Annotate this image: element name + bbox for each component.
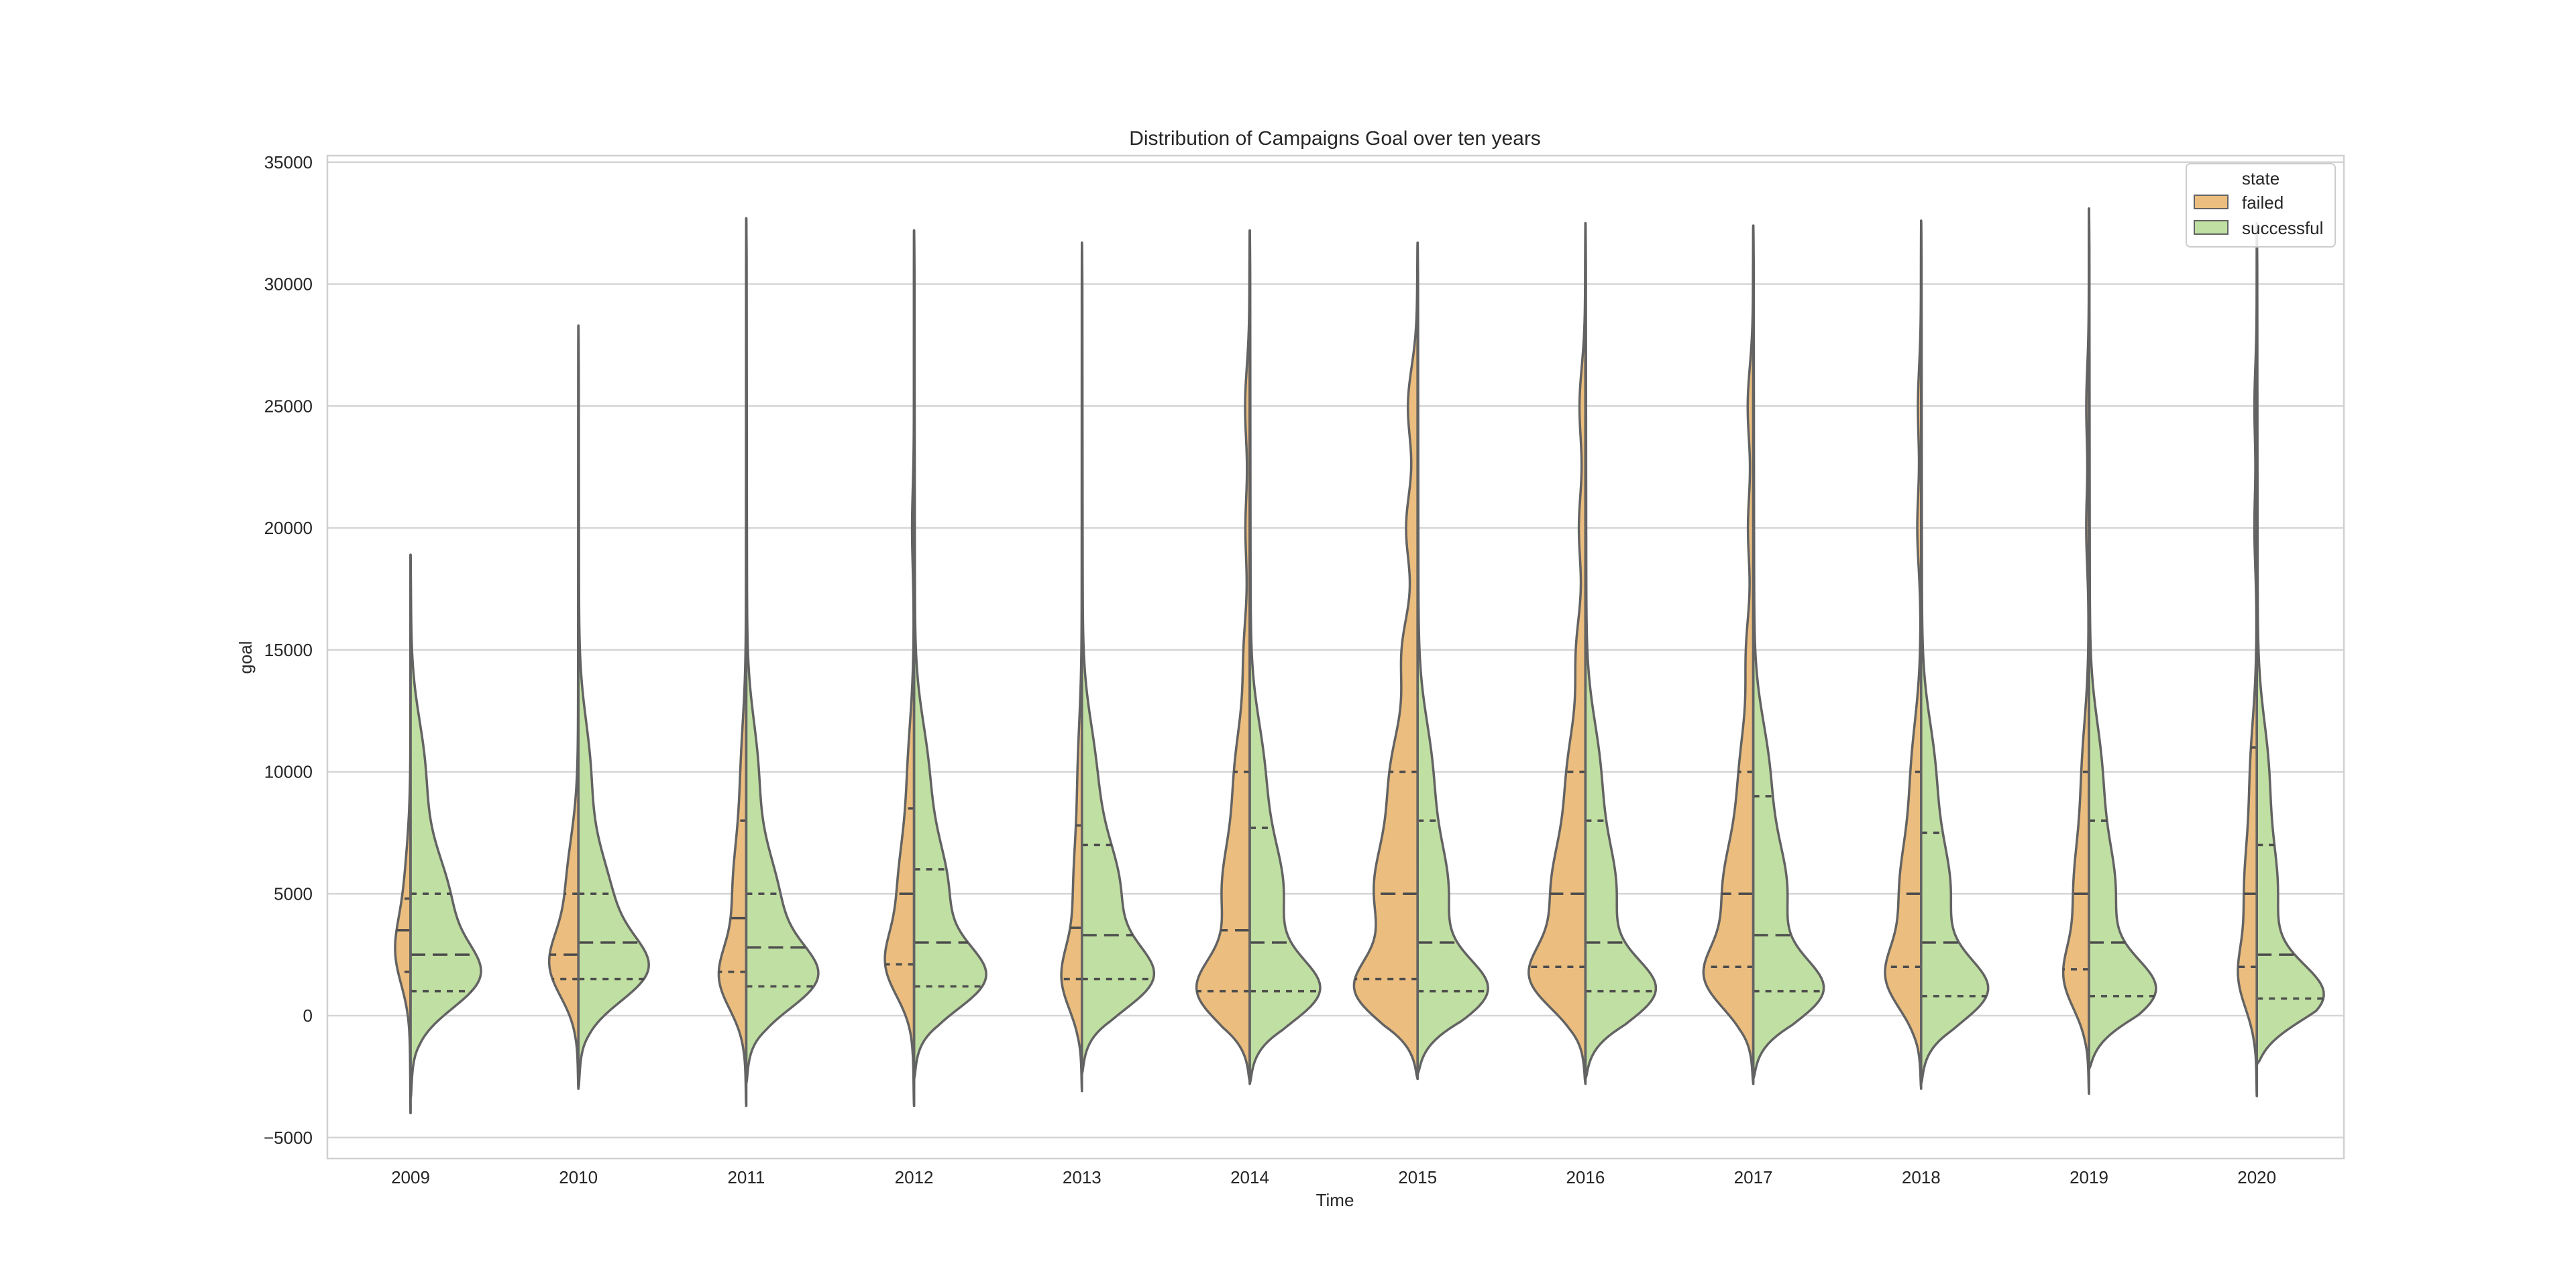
legend-swatch-successful (2194, 220, 2229, 235)
y-tick-label: 5000 (274, 883, 313, 904)
x-tick-label: 2009 (391, 1167, 430, 1187)
legend: state failed successful (2186, 163, 2336, 248)
violin-2009 (394, 553, 482, 1115)
violin-2016 (1527, 221, 1658, 1085)
violin-2019 (2061, 207, 2157, 1095)
violin-half-failed (1884, 219, 1923, 1090)
legend-title: state (2242, 168, 2279, 189)
x-tick-label: 2013 (1063, 1167, 1102, 1187)
x-tick-labels: 2009 2010 2011 2012 2013 2014 2015 2016 2017 2018… (391, 1167, 2276, 1187)
violin-2018 (1884, 219, 1990, 1090)
x-tick-label: 2017 (1734, 1167, 1773, 1187)
y-tick-label: 0 (303, 1006, 313, 1026)
violin-2014 (1195, 229, 1322, 1085)
x-tick-label: 2012 (895, 1167, 934, 1187)
violin-half-failed (1702, 224, 1755, 1085)
x-tick-label: 2014 (1230, 1167, 1269, 1187)
gridlines (327, 161, 2344, 1138)
y-tick-label: 10000 (264, 762, 313, 782)
y-tick-label: 30000 (264, 274, 313, 294)
violin-2012 (883, 229, 987, 1108)
plot-frame (326, 154, 2345, 1160)
violin-2017 (1702, 224, 1825, 1085)
violin-half-failed (1195, 229, 1251, 1083)
legend-swatch-failed (2194, 195, 2229, 209)
y-tick-label: 20000 (264, 518, 313, 538)
x-tick-label: 2018 (1902, 1167, 1941, 1187)
y-tick-label: 25000 (264, 396, 313, 416)
x-tick-label: 2020 (2237, 1167, 2276, 1187)
violin-2011 (717, 217, 820, 1108)
violins (394, 207, 2325, 1115)
violin-half-failed (1527, 221, 1587, 1085)
y-tick-label: 35000 (264, 152, 313, 172)
x-tick-label: 2016 (1566, 1167, 1605, 1187)
x-axis-label: Time (1316, 1190, 1354, 1210)
x-tick-label: 2011 (727, 1167, 765, 1187)
x-tick-label: 2010 (559, 1167, 598, 1187)
y-tick-label: 15000 (264, 640, 313, 660)
y-tick-labels: −5000 0 5000 10000 15000 20000 25000 30000 35000 (264, 152, 313, 1148)
y-tick-label: −5000 (264, 1128, 313, 1148)
y-axis-label: goal (235, 641, 256, 674)
violin-2010 (547, 324, 650, 1090)
violin-2013 (1060, 241, 1156, 1093)
x-tick-label: 2019 (2070, 1167, 2108, 1187)
x-tick-label: 2015 (1398, 1167, 1437, 1187)
violin-half-failed (1352, 241, 1419, 1081)
violin-2015 (1352, 241, 1489, 1081)
legend-label-successful: successful (2242, 218, 2323, 238)
violin-2020 (2237, 221, 2325, 1097)
chart-title: Distribution of Campaigns Goal over ten … (1129, 127, 1541, 150)
legend-label-failed: failed (2242, 193, 2284, 213)
